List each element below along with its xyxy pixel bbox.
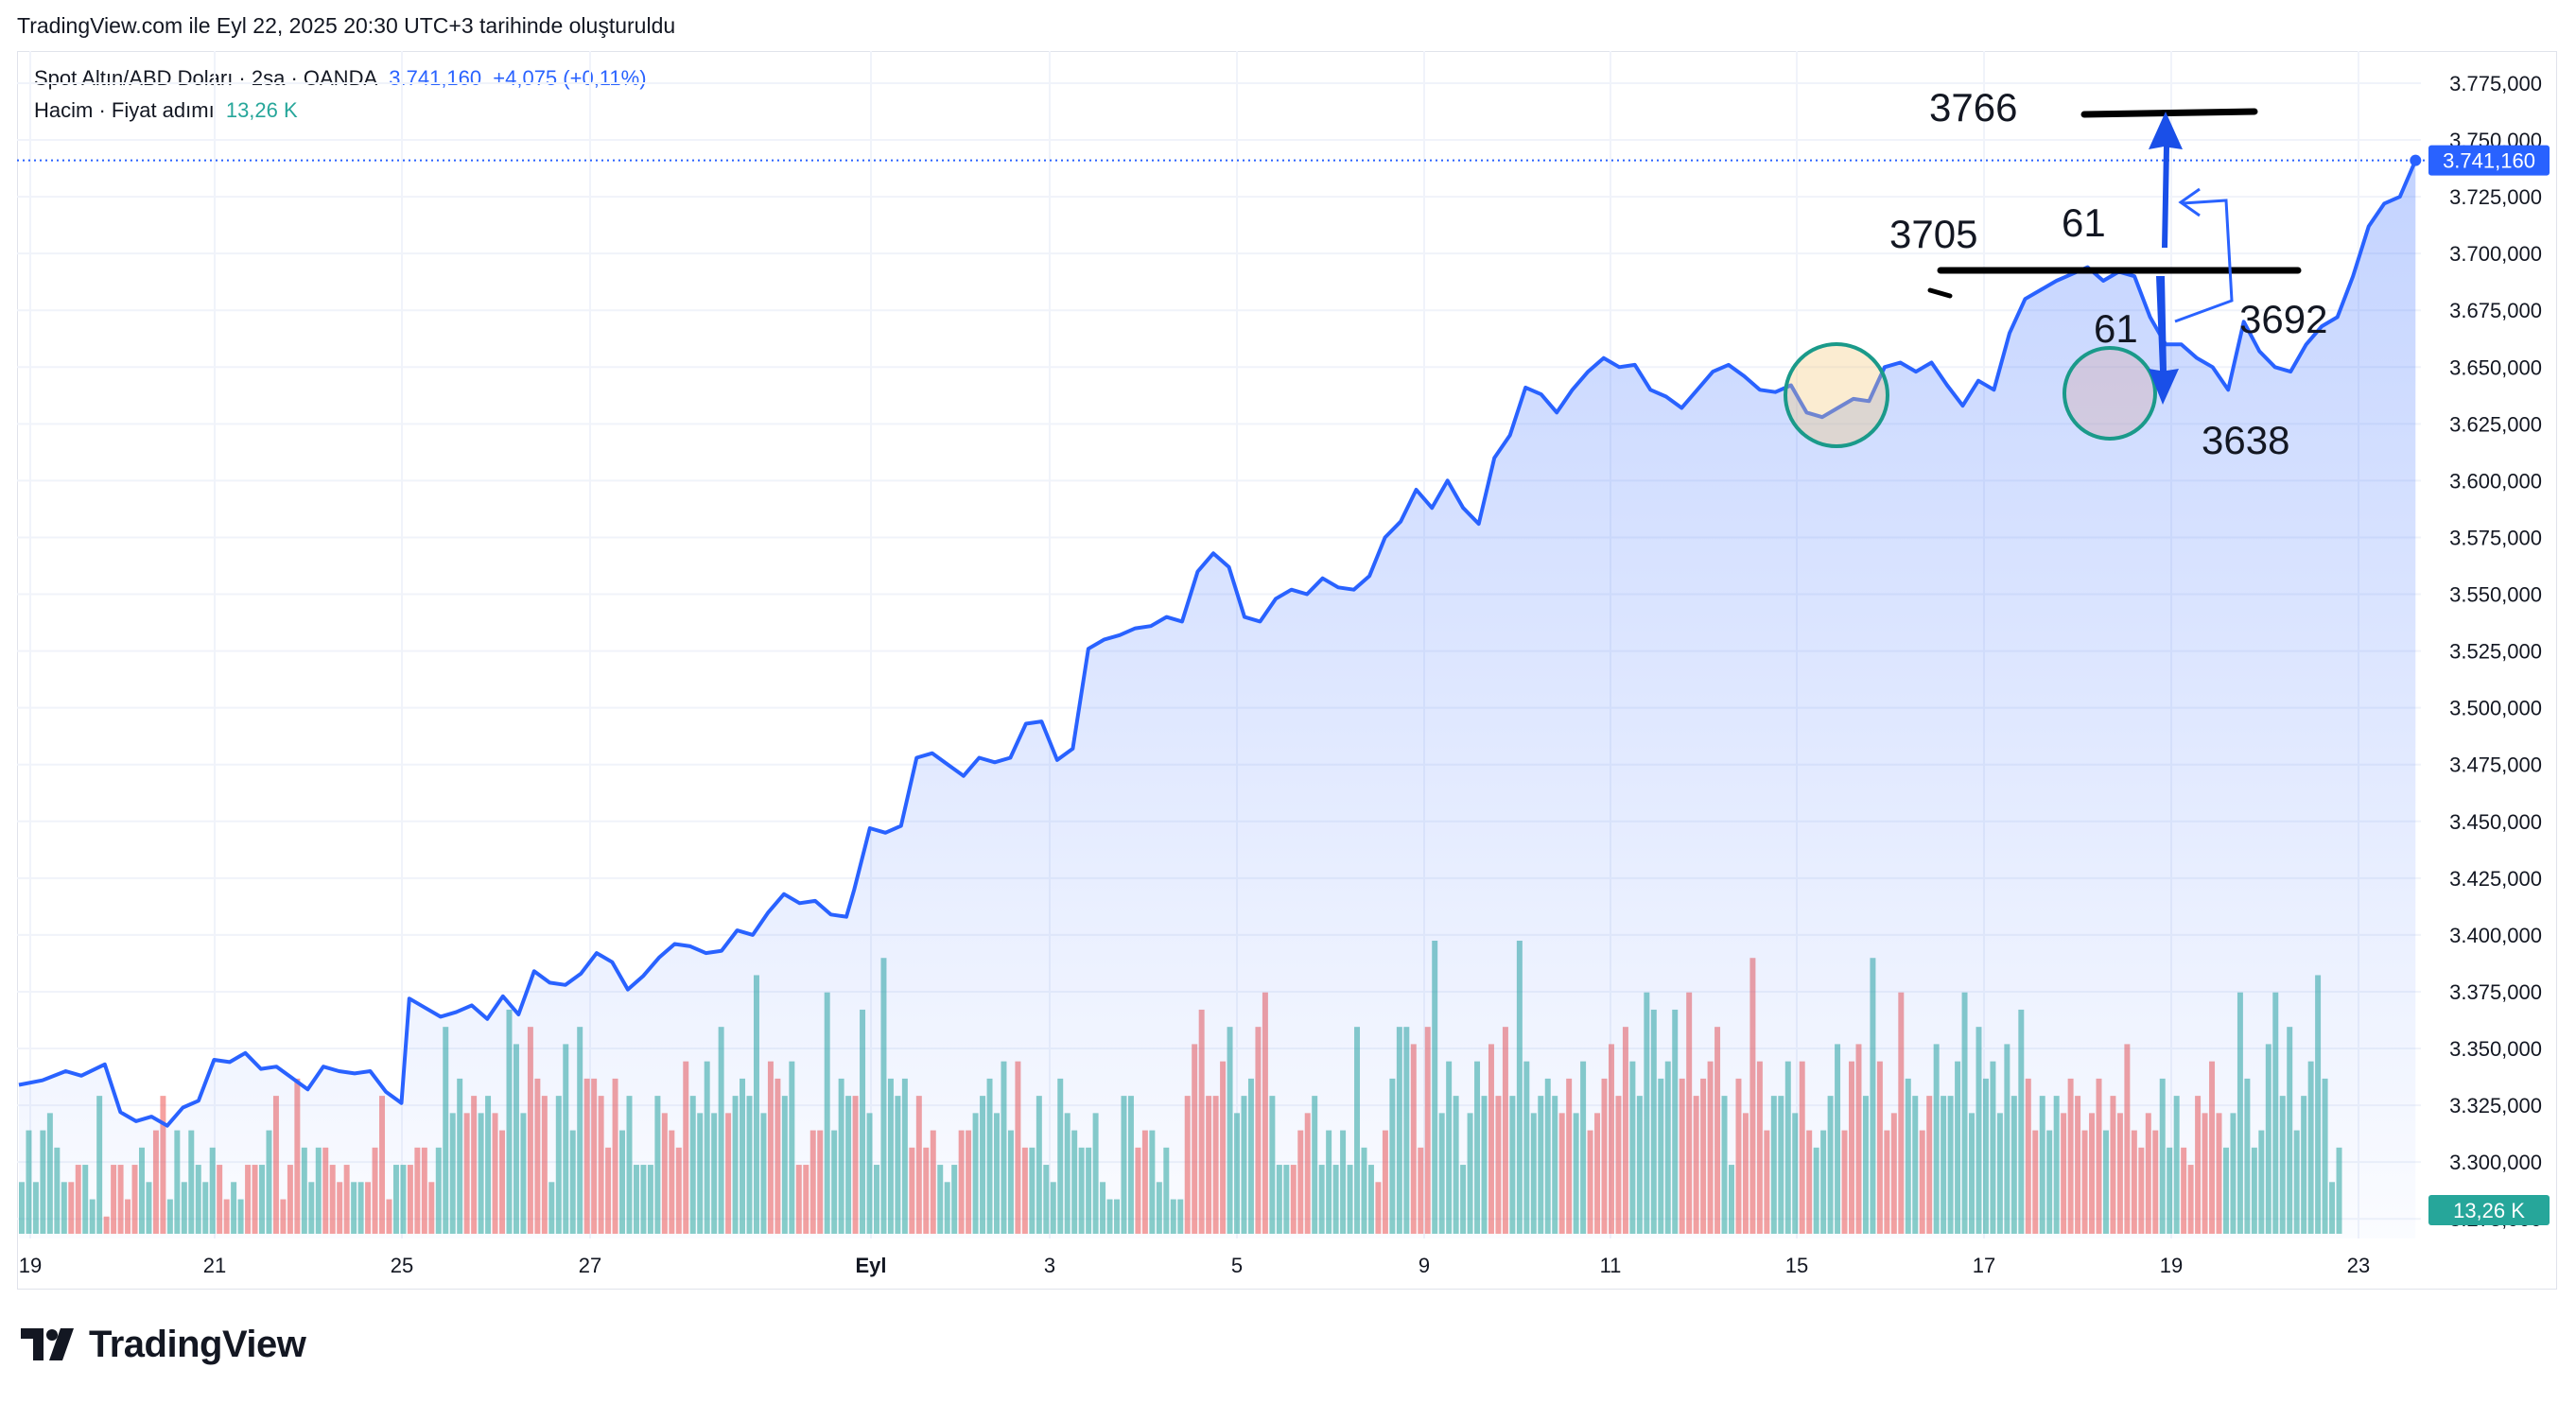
- volume-badge-text: 13,26 K: [2453, 1199, 2525, 1222]
- legend-symbol[interactable]: Spot Altın/ABD Doları · 2sa · OANDA: [34, 66, 378, 90]
- label-3638: 3638: [2202, 418, 2289, 462]
- route-line: [2174, 199, 2234, 323]
- x-tick-label: 3: [1044, 1254, 1055, 1277]
- legend-volume: Hacim · Fiyat adımı 13,26 K: [34, 98, 304, 123]
- legend-main: Spot Altın/ABD Doları · 2sa · OANDA 3.74…: [34, 66, 653, 91]
- price-badge: [2428, 145, 2550, 176]
- y-tick-label: 3.725,000: [2449, 185, 2542, 209]
- x-tick-label: 25: [391, 1254, 413, 1277]
- route-arrowhead: [2178, 187, 2201, 217]
- level-tick: [1927, 287, 1953, 299]
- chart-frame[interactable]: [17, 51, 2557, 1290]
- last-price-dot: [2410, 154, 2422, 166]
- x-tick-label: 23: [2347, 1254, 2370, 1277]
- x-tick-label: 21: [203, 1254, 226, 1277]
- y-tick-label: 3.675,000: [2449, 299, 2542, 322]
- volume-badge: [2428, 1195, 2550, 1225]
- y-tick-label: 3.350,000: [2449, 1037, 2542, 1061]
- tradingview-wordmark: TradingView: [89, 1324, 306, 1365]
- y-tick-label: 3.575,000: [2449, 526, 2542, 549]
- y-tick-label: 3.325,000: [2449, 1094, 2542, 1117]
- y-tick-label: 3.775,000: [2449, 72, 2542, 95]
- y-tick-label: 3.500,000: [2449, 697, 2542, 720]
- down-arrow: [2149, 276, 2179, 405]
- label-move-up: 61: [2062, 200, 2106, 245]
- legend-volume-value: 13,26 K: [225, 98, 298, 122]
- y-tick-label: 3.375,000: [2449, 980, 2542, 1004]
- x-tick-label: 9: [1419, 1254, 1430, 1277]
- x-tick-label: 17: [1973, 1254, 1995, 1277]
- attribution-text: TradingView.com ile Eyl 22, 2025 20:30 U…: [17, 13, 676, 38]
- y-tick-label: 3.625,000: [2449, 412, 2542, 436]
- legend-last: 3.741,160: [389, 66, 482, 90]
- annotation-circle-left: [1784, 342, 1889, 448]
- label-3692: 3692: [2239, 297, 2327, 341]
- x-tick-label: Eyl: [855, 1254, 886, 1277]
- x-tick-label: 19: [19, 1254, 42, 1277]
- y-tick-label: 3.450,000: [2449, 810, 2542, 834]
- legend-change: +4,075 (+0,11%): [493, 66, 647, 90]
- annotation-circle-right: [2063, 346, 2157, 441]
- price-line[interactable]: [18, 159, 2418, 1128]
- y-tick-label: 3.400,000: [2449, 924, 2542, 947]
- label-3766: 3766: [1929, 85, 2017, 130]
- price-badge-text: 3.741,160: [2443, 149, 2535, 173]
- y-tick-label: 3.525,000: [2449, 640, 2542, 664]
- legend-volume-label[interactable]: Hacim · Fiyat adımı: [34, 98, 215, 122]
- up-arrow: [2149, 112, 2183, 248]
- y-tick-label: 3.650,000: [2449, 355, 2542, 379]
- y-tick-label: 3.550,000: [2449, 583, 2542, 607]
- tradingview-logo[interactable]: TradingView: [21, 1324, 306, 1366]
- label-3705: 3705: [1889, 212, 1977, 256]
- label-move-down: 61: [2094, 306, 2138, 351]
- x-tick-label: 15: [1785, 1254, 1808, 1277]
- x-tick-label: 11: [1600, 1254, 1622, 1277]
- price-area: [19, 160, 2416, 1239]
- level-line-3766: [2080, 108, 2258, 118]
- y-tick-label: 3.700,000: [2449, 242, 2542, 266]
- y-tick-label: 3.300,000: [2449, 1151, 2542, 1174]
- x-tick-label: 27: [579, 1254, 601, 1277]
- y-tick-label: 3.475,000: [2449, 753, 2542, 777]
- x-tick-label: 19: [2160, 1254, 2183, 1277]
- tradingview-logo-icon: [21, 1327, 74, 1360]
- y-tick-label: 3.600,000: [2449, 469, 2542, 493]
- x-tick-label: 5: [1231, 1254, 1243, 1277]
- y-tick-label: 3.425,000: [2449, 867, 2542, 891]
